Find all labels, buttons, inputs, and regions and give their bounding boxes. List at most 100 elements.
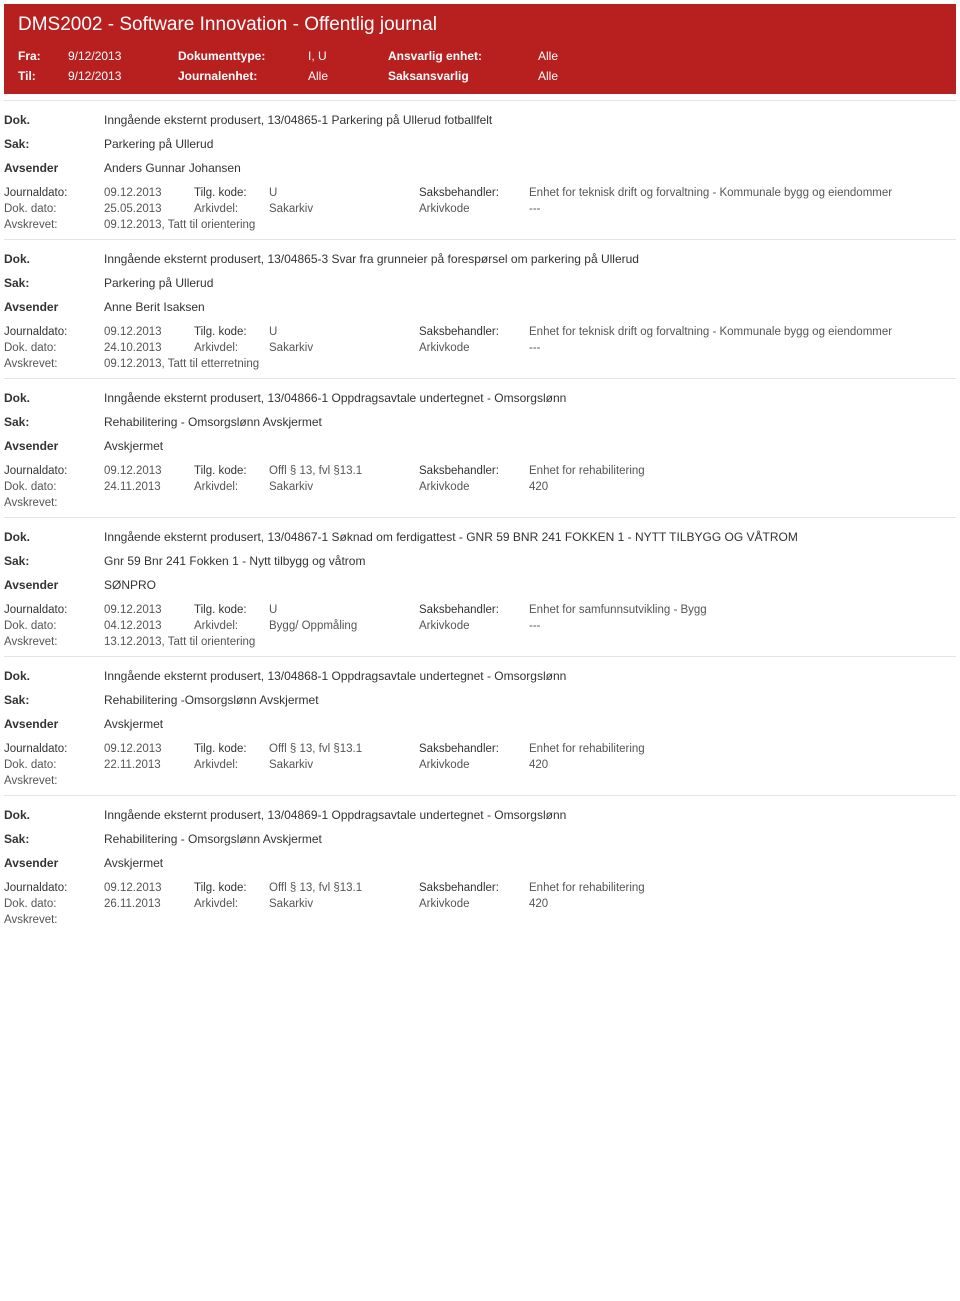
dok-label: Dok. bbox=[4, 528, 104, 546]
sak-label: Sak: bbox=[4, 135, 104, 153]
avskrevet-value bbox=[104, 775, 956, 787]
arkivkode-value: 420 bbox=[529, 759, 956, 771]
meta-row-3: Avskrevet: bbox=[4, 497, 956, 509]
avsender-row: AvsenderAvskjermet bbox=[4, 715, 956, 733]
saksansvarlig-label: Saksansvarlig bbox=[388, 66, 538, 86]
arkivkode-label: Arkivkode bbox=[419, 203, 529, 215]
avskrevet-label: Avskrevet: bbox=[4, 219, 104, 231]
journaldato-label: Journaldato: bbox=[4, 187, 104, 199]
saksansvarlig-value: Alle bbox=[538, 66, 608, 86]
sak-row: Sak:Parkering på Ullerud bbox=[4, 135, 956, 153]
saksbehandler-value: Enhet for rehabilitering bbox=[529, 465, 956, 477]
dok-label: Dok. bbox=[4, 806, 104, 824]
dokdato-value: 22.11.2013 bbox=[104, 759, 194, 771]
sak-row: Sak:Rehabilitering - Omsorgslønn Avskjer… bbox=[4, 413, 956, 431]
arkivkode-value: --- bbox=[529, 342, 956, 354]
sak-value: Rehabilitering - Omsorgslønn Avskjermet bbox=[104, 830, 322, 848]
journal-entry: Dok.Inngående eksternt produsert, 13/048… bbox=[4, 239, 956, 370]
doktype-value: I, U bbox=[308, 46, 388, 66]
avsender-row: AvsenderAnne Berit Isaksen bbox=[4, 298, 956, 316]
sak-value: Parkering på Ullerud bbox=[104, 274, 213, 292]
avsender-row: AvsenderAvskjermet bbox=[4, 854, 956, 872]
dokdato-value: 24.10.2013 bbox=[104, 342, 194, 354]
dok-value: Inngående eksternt produsert, 13/04865-3… bbox=[104, 250, 639, 268]
avsender-row: AvsenderAnders Gunnar Johansen bbox=[4, 159, 956, 177]
header-bar: DMS2002 - Software Innovation - Offentli… bbox=[4, 4, 956, 94]
dok-value: Inngående eksternt produsert, 13/04865-1… bbox=[104, 111, 492, 129]
arkivkode-label: Arkivkode bbox=[419, 898, 529, 910]
journaldato-label: Journaldato: bbox=[4, 604, 104, 616]
meta-row-1: Journaldato:09.12.2013Tilg. kode:USaksbe… bbox=[4, 326, 956, 338]
journaldato-value: 09.12.2013 bbox=[104, 882, 194, 894]
dok-row: Dok.Inngående eksternt produsert, 13/048… bbox=[4, 389, 956, 407]
arkivdel-value: Sakarkiv bbox=[269, 203, 419, 215]
doktype-label: Dokumenttype: bbox=[178, 46, 308, 66]
arkivkode-label: Arkivkode bbox=[419, 620, 529, 632]
tilgkode-label: Tilg. kode: bbox=[194, 326, 269, 338]
avsender-row: AvsenderSØNPRO bbox=[4, 576, 956, 594]
sak-value: Rehabilitering -Omsorgslønn Avskjermet bbox=[104, 691, 319, 709]
saksbehandler-label: Saksbehandler: bbox=[419, 187, 529, 199]
arkivdel-value: Sakarkiv bbox=[269, 759, 419, 771]
tilgkode-value: U bbox=[269, 326, 419, 338]
avskrevet-value: 09.12.2013, Tatt til etterretning bbox=[104, 358, 956, 370]
fra-label: Fra: bbox=[18, 46, 68, 66]
journal-entry: Dok.Inngående eksternt produsert, 13/048… bbox=[4, 517, 956, 648]
tilgkode-label: Tilg. kode: bbox=[194, 743, 269, 755]
avsender-value: SØNPRO bbox=[104, 576, 156, 594]
page: DMS2002 - Software Innovation - Offentli… bbox=[0, 0, 960, 938]
dok-row: Dok.Inngående eksternt produsert, 13/048… bbox=[4, 528, 956, 546]
sak-label: Sak: bbox=[4, 413, 104, 431]
journal-entry: Dok.Inngående eksternt produsert, 13/048… bbox=[4, 795, 956, 926]
arkivkode-label: Arkivkode bbox=[419, 759, 529, 771]
tilgkode-value: U bbox=[269, 604, 419, 616]
sak-row: Sak:Gnr 59 Bnr 241 Fokken 1 - Nytt tilby… bbox=[4, 552, 956, 570]
saksbehandler-label: Saksbehandler: bbox=[419, 604, 529, 616]
avskrevet-label: Avskrevet: bbox=[4, 497, 104, 509]
tilgkode-label: Tilg. kode: bbox=[194, 187, 269, 199]
journaldato-value: 09.12.2013 bbox=[104, 743, 194, 755]
dok-value: Inngående eksternt produsert, 13/04869-1… bbox=[104, 806, 566, 824]
avsender-label: Avsender bbox=[4, 437, 104, 455]
tilgkode-value: Offl § 13, fvl §13.1 bbox=[269, 465, 419, 477]
arkivkode-label: Arkivkode bbox=[419, 342, 529, 354]
arkivkode-value: --- bbox=[529, 620, 956, 632]
saksbehandler-value: Enhet for rehabilitering bbox=[529, 882, 956, 894]
dokdato-label: Dok. dato: bbox=[4, 620, 104, 632]
meta-row-2: Dok. dato:26.11.2013Arkivdel:SakarkivArk… bbox=[4, 898, 956, 910]
arkivkode-value: 420 bbox=[529, 898, 956, 910]
journaldato-value: 09.12.2013 bbox=[104, 187, 194, 199]
meta-row-1: Journaldato:09.12.2013Tilg. kode:USaksbe… bbox=[4, 604, 956, 616]
dok-label: Dok. bbox=[4, 250, 104, 268]
avsender-label: Avsender bbox=[4, 854, 104, 872]
arkivdel-label: Arkivdel: bbox=[194, 203, 269, 215]
arkivdel-label: Arkivdel: bbox=[194, 481, 269, 493]
meta-row-3: Avskrevet: bbox=[4, 914, 956, 926]
journaldato-label: Journaldato: bbox=[4, 743, 104, 755]
meta-row-2: Dok. dato:04.12.2013Arkivdel:Bygg/ Oppmå… bbox=[4, 620, 956, 632]
avsender-value: Anders Gunnar Johansen bbox=[104, 159, 241, 177]
sak-row: Sak:Rehabilitering - Omsorgslønn Avskjer… bbox=[4, 830, 956, 848]
dok-label: Dok. bbox=[4, 389, 104, 407]
avsender-label: Avsender bbox=[4, 298, 104, 316]
meta-row-2: Dok. dato:22.11.2013Arkivdel:SakarkivArk… bbox=[4, 759, 956, 771]
avsender-value: Avskjermet bbox=[104, 854, 163, 872]
saksbehandler-value: Enhet for teknisk drift og forvaltning -… bbox=[529, 187, 956, 199]
sak-label: Sak: bbox=[4, 830, 104, 848]
arkivkode-label: Arkivkode bbox=[419, 481, 529, 493]
dok-row: Dok.Inngående eksternt produsert, 13/048… bbox=[4, 111, 956, 129]
dok-label: Dok. bbox=[4, 667, 104, 685]
dok-row: Dok.Inngående eksternt produsert, 13/048… bbox=[4, 667, 956, 685]
meta-row-1: Journaldato:09.12.2013Tilg. kode:Offl § … bbox=[4, 882, 956, 894]
tilgkode-value: Offl § 13, fvl §13.1 bbox=[269, 743, 419, 755]
dokdato-value: 24.11.2013 bbox=[104, 481, 194, 493]
arkivdel-label: Arkivdel: bbox=[194, 342, 269, 354]
avskrevet-label: Avskrevet: bbox=[4, 636, 104, 648]
dokdato-value: 25.05.2013 bbox=[104, 203, 194, 215]
dokdato-value: 04.12.2013 bbox=[104, 620, 194, 632]
journaldato-label: Journaldato: bbox=[4, 465, 104, 477]
arkivdel-label: Arkivdel: bbox=[194, 759, 269, 771]
journaldato-value: 09.12.2013 bbox=[104, 604, 194, 616]
saksbehandler-value: Enhet for teknisk drift og forvaltning -… bbox=[529, 326, 956, 338]
sak-label: Sak: bbox=[4, 691, 104, 709]
